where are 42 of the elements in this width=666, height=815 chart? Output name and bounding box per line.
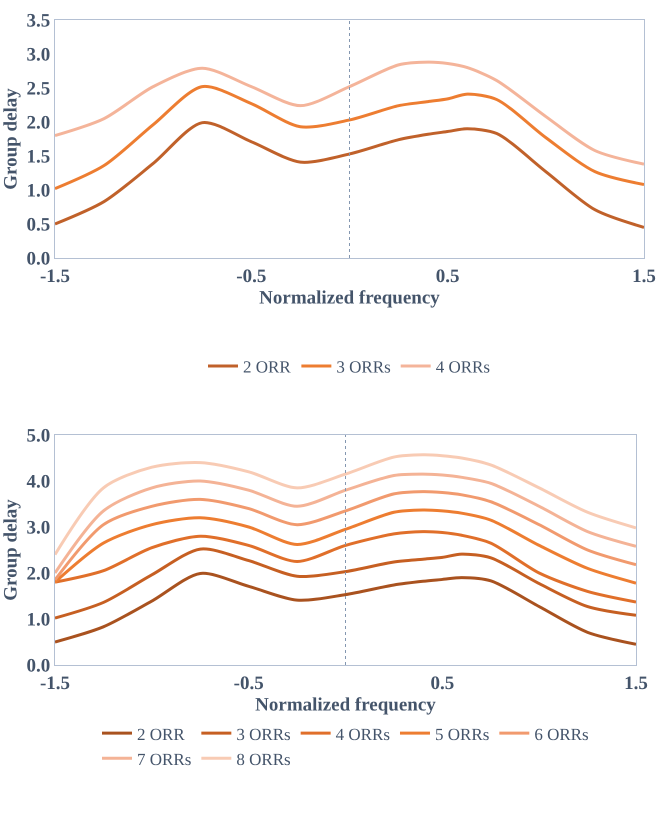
legend-label: 4 ORRs <box>336 724 390 744</box>
y-axis-title: Group delay <box>0 498 22 601</box>
line-series <box>55 530 636 604</box>
legend-label: 2 ORR <box>137 724 186 744</box>
y-tick-label: 3.0 <box>26 44 50 66</box>
y-tick-label: 4.0 <box>26 472 50 493</box>
y-tick-label: 3.5 <box>26 10 50 32</box>
line-series <box>55 453 636 556</box>
y-tick-label: 5.0 <box>26 426 50 447</box>
x-tick-label: -0.5 <box>236 266 266 287</box>
y-tick-label: 3.0 <box>26 518 50 539</box>
line-series <box>55 85 644 190</box>
line-series <box>55 548 636 620</box>
legend-label: 7 ORRs <box>137 750 192 769</box>
legend-label: 2 ORR <box>243 358 292 377</box>
x-tick-label: 0.5 <box>430 672 454 694</box>
x-tick-label: -0.5 <box>234 672 264 694</box>
y-tick-label: 1.5 <box>26 146 50 168</box>
y-tick-label: 2.0 <box>26 564 50 585</box>
legend-label: 5 ORRs <box>434 724 490 744</box>
line-series <box>55 60 644 166</box>
x-tick-label: 1.5 <box>624 672 648 694</box>
legend-label: 8 ORRs <box>236 750 291 769</box>
x-tick-label: 1.5 <box>632 266 656 287</box>
legend-label: 3 ORRs <box>336 358 391 377</box>
line-series <box>55 508 636 585</box>
line-series <box>55 572 636 646</box>
y-tick-label: 1.0 <box>26 180 50 202</box>
x-tick-label: 0.5 <box>436 266 460 287</box>
y-tick-label: 0.5 <box>26 214 50 236</box>
legend-label: 4 ORRs <box>436 358 490 377</box>
line-series <box>55 121 644 229</box>
x-axis-title: Normalized frequency <box>259 288 440 309</box>
y-tick-label: 2.5 <box>26 78 50 100</box>
line-series <box>55 490 636 582</box>
line-series <box>55 472 636 574</box>
x-axis-title: Normalized frequency <box>255 694 436 716</box>
y-tick-label: 1.0 <box>26 610 50 631</box>
legend-label: 3 ORRs <box>236 724 291 744</box>
legend-label: 6 ORRs <box>534 724 589 744</box>
y-axis-title: Group delay <box>0 88 22 190</box>
y-tick-label: 2.0 <box>26 112 50 134</box>
